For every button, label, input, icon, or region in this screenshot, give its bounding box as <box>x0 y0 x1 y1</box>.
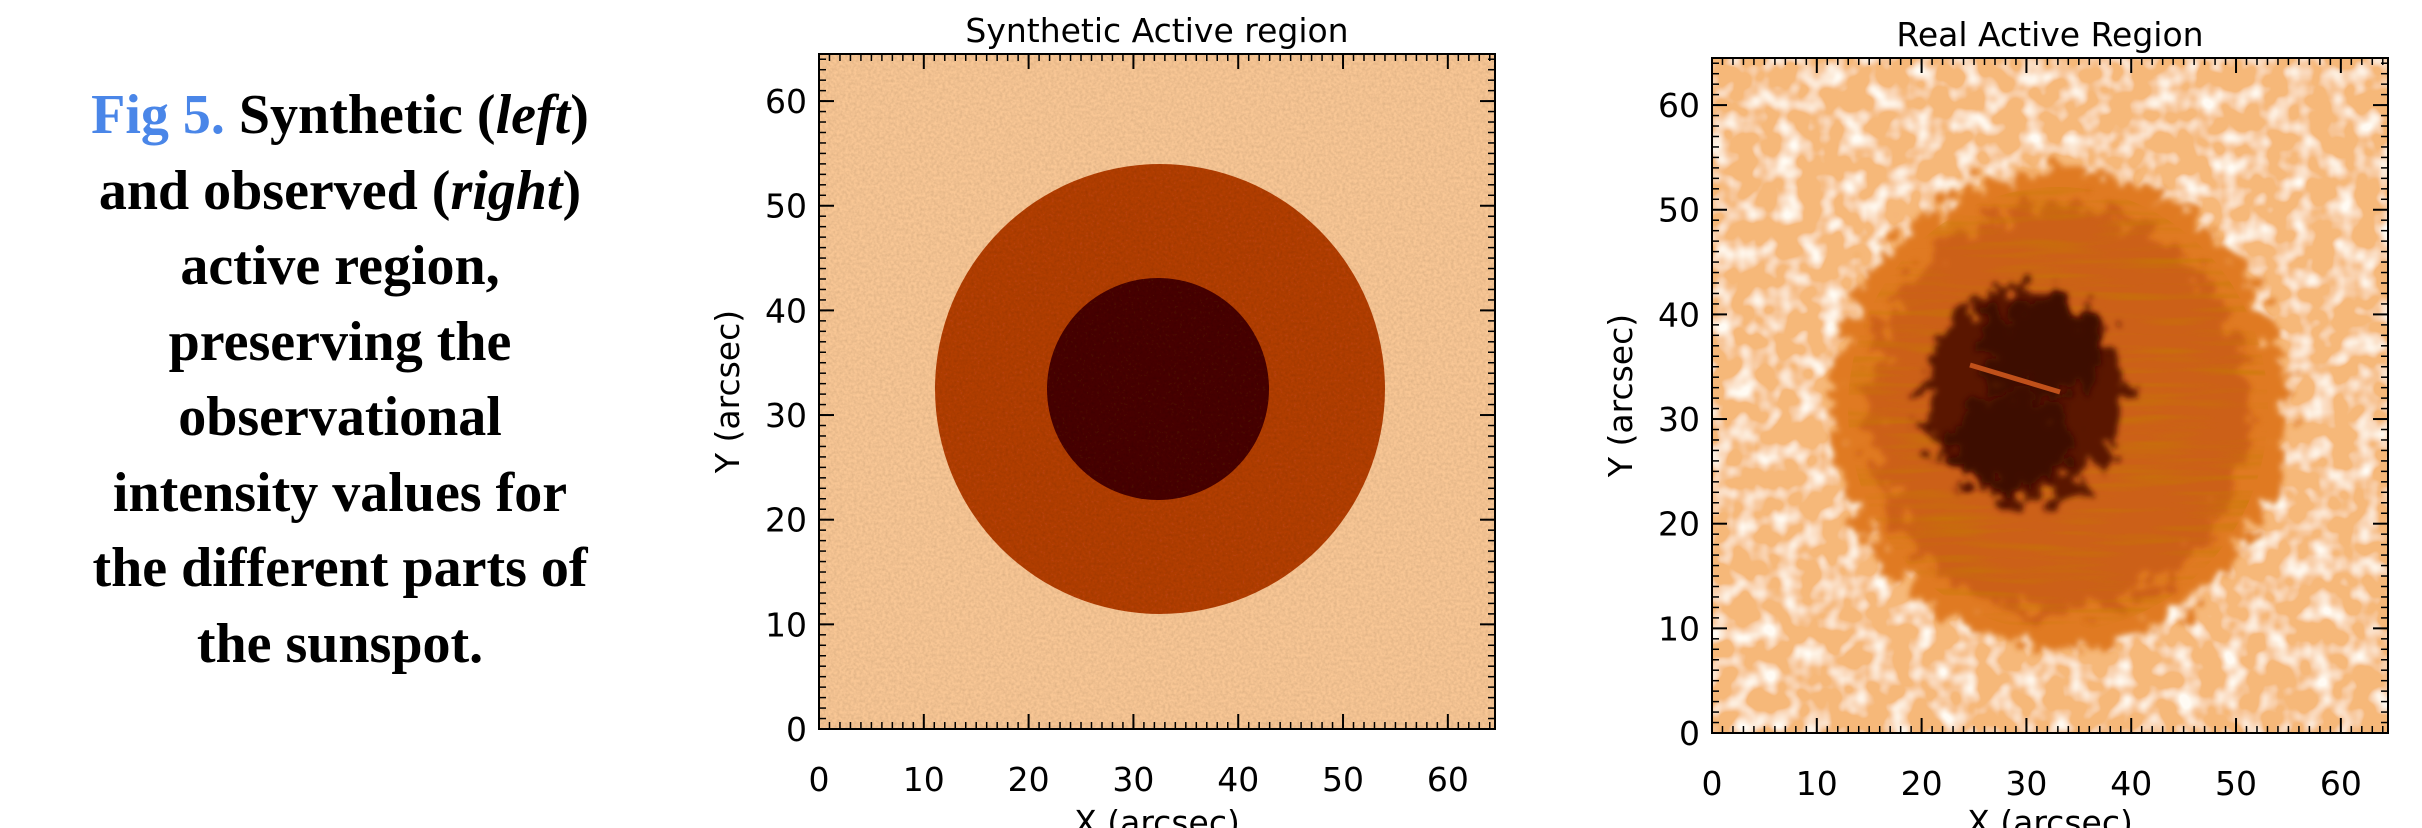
y-tick-label: 0 <box>1679 714 1700 753</box>
caption-line: Fig 5. Synthetic (left) <box>30 78 650 154</box>
x-axis-label: X (arcsec) <box>1967 803 2133 828</box>
caption-line: observational <box>178 386 502 448</box>
real-image <box>1712 58 2388 733</box>
y-tick-label: 30 <box>1658 400 1700 439</box>
x-tick-label: 10 <box>1796 764 1838 803</box>
x-tick-label: 40 <box>1217 760 1259 799</box>
caption-line: preserving the <box>168 310 512 373</box>
y-tick-label: 40 <box>1658 295 1700 334</box>
y-tick-label: 50 <box>765 187 807 226</box>
figure-label: Fig 5. <box>91 84 225 146</box>
plot-frame <box>818 53 1496 730</box>
x-tick-label: 50 <box>2215 764 2257 803</box>
x-tick-label: 30 <box>1112 760 1154 799</box>
y-tick-label: 60 <box>1658 86 1700 125</box>
y-axis-label: Y (arcsec) <box>1601 314 1640 478</box>
x-tick-label: 40 <box>2110 764 2152 803</box>
chart-title: Synthetic Active region <box>965 11 1348 50</box>
caption-line: the sunspot. <box>196 612 484 675</box>
x-tick-label: 10 <box>903 760 945 799</box>
y-tick-label: 10 <box>765 605 807 644</box>
caption-line: the different parts of <box>92 537 588 599</box>
x-tick-label: 30 <box>2005 764 2047 803</box>
caption-text: right <box>450 159 563 222</box>
y-tick-label: 20 <box>1658 505 1700 544</box>
y-tick-label: 10 <box>1658 609 1700 648</box>
x-axis-label: X (arcsec) <box>1074 803 1240 828</box>
caption-text: left <box>495 84 571 146</box>
caption-text: and observed ( <box>98 159 451 222</box>
caption: Fig 5. Synthetic (left) and observed (rig… <box>30 78 650 682</box>
plot-frame <box>1711 57 2389 734</box>
x-tick-label: 0 <box>809 760 830 799</box>
y-tick-label: 40 <box>765 291 807 330</box>
caption-text: ) <box>562 159 582 222</box>
y-tick-label: 60 <box>765 82 807 121</box>
caption-line: intensity values for <box>112 461 568 524</box>
synthetic-image <box>819 54 1495 729</box>
y-tick-label: 30 <box>765 396 807 435</box>
caption-text: ) <box>570 84 589 146</box>
y-axis-label: Y (arcsec) <box>708 310 747 474</box>
caption-line: and observed (right) <box>30 154 650 230</box>
x-tick-label: 60 <box>2320 764 2362 803</box>
caption-line: active region, <box>180 235 500 297</box>
x-tick-label: 50 <box>1322 760 1364 799</box>
x-tick-label: 20 <box>1901 764 1943 803</box>
x-tick-label: 0 <box>1702 764 1723 803</box>
caption-text: Synthetic ( <box>238 84 496 146</box>
x-tick-label: 60 <box>1427 760 1469 799</box>
x-tick-label: 20 <box>1008 760 1050 799</box>
y-tick-label: 50 <box>1658 191 1700 230</box>
y-tick-label: 20 <box>765 501 807 540</box>
y-tick-label: 0 <box>786 710 807 749</box>
chart-title: Real Active Region <box>1896 15 2203 54</box>
